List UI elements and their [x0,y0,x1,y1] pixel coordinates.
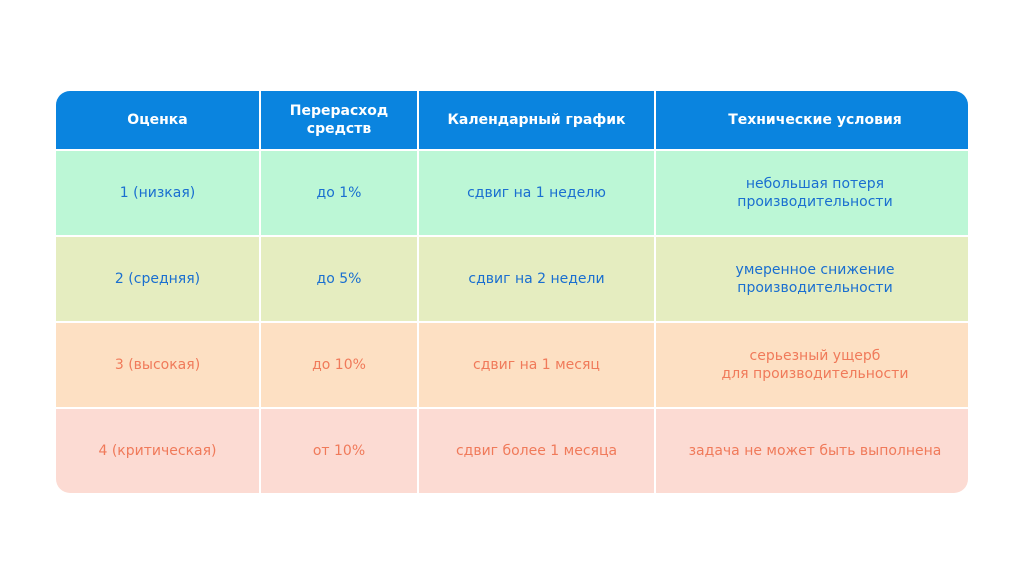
table-cell: сдвиг на 1 неделю [419,151,654,235]
table-cell: до 10% [261,323,417,407]
table-cell: сдвиг на 2 недели [419,237,654,321]
table-cell: серьезный ущерб для производительности [656,323,968,407]
column-header: Технические условия [656,91,968,149]
table-cell: 1 (низкая) [56,151,259,235]
table-cell: до 5% [261,237,417,321]
table-cell: сдвиг более 1 месяца [419,409,654,493]
table-cell: задача не может быть выполнена [656,409,968,493]
table-cell: сдвиг на 1 месяц [419,323,654,407]
column-header: Оценка [56,91,259,149]
risk-table: Оценка Перерасход средств Календарный граф… [56,91,968,493]
column-header: Перерасход средств [261,91,417,149]
table-cell: от 10% [261,409,417,493]
table-cell: 4 (критическая) [56,409,259,493]
column-header: Календарный график [419,91,654,149]
table-cell: 2 (средняя) [56,237,259,321]
table-cell: 3 (высокая) [56,323,259,407]
table-cell: умеренное снижение производительности [656,237,968,321]
table-cell: небольшая потеря производительности [656,151,968,235]
table-cell: до 1% [261,151,417,235]
